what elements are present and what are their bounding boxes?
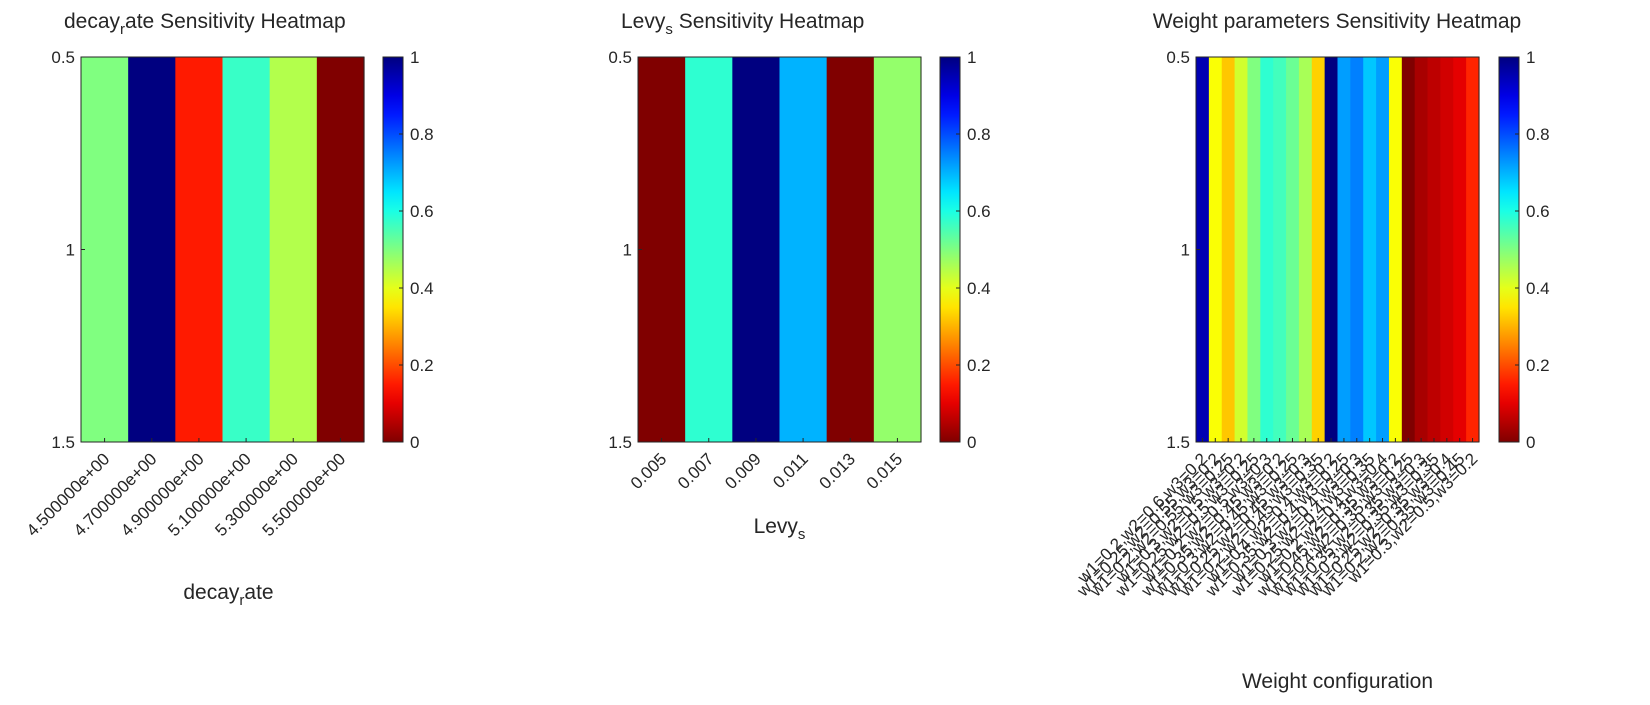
colorbar-tick-label: 0.2 [1526,356,1550,375]
colorbar-tick-label: 1 [1526,48,1535,67]
y-tick-label: 1 [1181,241,1190,260]
heatmap-cell [128,57,176,442]
colorbar-tick-label: 0.4 [1526,279,1550,298]
x-axis-label: Levys [754,515,806,543]
x-tick-label: 4.500000e+00 [23,449,114,540]
colorbar-tick-label: 0.6 [410,202,434,221]
heatmap-panel-3: Weight parameters Sensitivity Heatmap 0.5… [1073,10,1550,693]
heatmap-cell [1388,57,1403,442]
colorbar [939,56,961,443]
y-tick-label: 0.5 [608,48,632,67]
heatmap-cell [638,57,686,442]
colorbar-tick-label: 0.6 [967,202,991,221]
chart-title: Levys Sensitivity Heatmap [621,10,864,38]
colorbar-tick-label: 0.2 [967,356,991,375]
heatmap-cell [1466,57,1480,442]
y-tick-label: 0.5 [1166,48,1190,67]
heatmap-cell [222,57,271,442]
colorbar-tick-label: 1 [410,48,419,67]
heatmap-cell [1440,57,1454,442]
x-axis-label: Weight configuration [1242,670,1433,693]
heatmap-cell [732,57,781,442]
colorbar-tick-label: 1 [967,48,976,67]
colorbar-tick-label: 0 [410,433,419,452]
x-tick-label: 0.011 [769,449,812,492]
colorbar [382,56,404,443]
heatmap-cell [1401,57,1416,442]
heatmap-cell [175,57,224,442]
colorbar-tick-label: 0.8 [1526,125,1550,144]
y-tick-label: 1 [66,241,75,260]
heatmap-cell [1221,57,1236,442]
heatmap-cell [1311,57,1326,442]
y-tick-label: 1.5 [608,433,632,452]
colorbar-tick-label: 0.8 [410,125,434,144]
colorbar-tick-label: 0.4 [967,279,991,298]
heatmap-cell [685,57,733,442]
heatmap-cell [1427,57,1442,442]
x-tick-label: 4.900000e+00 [117,449,208,540]
heatmap-cell [1337,57,1351,442]
y-tick-label: 1.5 [1166,433,1190,452]
x-tick-label: 0.007 [674,449,718,493]
x-tick-label: 0.009 [721,449,765,493]
colorbar-tick-label: 0 [1526,433,1535,452]
chart-title: Weight parameters Sensitivity Heatmap [1153,10,1521,33]
heatmap-cell [1453,57,1467,442]
colorbar-tick-label: 0.6 [1526,202,1550,221]
x-tick-label: 0.005 [627,449,671,493]
colorbar-tick-label: 0.2 [410,356,434,375]
x-tick-label: 5.100000e+00 [164,449,255,540]
heatmap-cell [873,57,922,442]
heatmap-cell [1414,57,1429,442]
x-tick-label: 4.700000e+00 [70,449,161,540]
heatmap-cell [1363,57,1377,442]
heatmap-cell [1324,57,1339,442]
heatmap-panel-1: decayrate Sensitivity Heatmap 0.5 1 1.54.50… [23,10,434,609]
heatmap-cell [1208,57,1223,442]
x-tick-label: 5.300000e+00 [211,449,302,540]
heatmap-cell [1234,57,1249,442]
chart-title: decayrate Sensitivity Heatmap [64,10,346,38]
heatmap-cell [779,57,828,442]
heatmap-cell [1196,57,1210,442]
x-tick-label: 5.500000e+00 [259,449,350,540]
y-tick-label: 0.5 [51,48,75,67]
colorbar-tick-label: 0.4 [410,279,434,298]
heatmap-cell [1350,57,1364,442]
heatmap-cell [81,57,129,442]
heatmap-cell [1273,57,1287,442]
heatmap-cell [1298,57,1313,442]
y-tick-label: 1.5 [51,433,75,452]
y-tick-label: 1 [623,241,632,260]
x-tick-label: 0.015 [863,449,907,493]
heatmap-cell [269,57,318,442]
x-axis-label: decayrate [183,581,273,609]
heatmap-cell [1260,57,1274,442]
heatmap-cell [1247,57,1261,442]
heatmap-cell [1286,57,1300,442]
colorbar-tick-label: 0.8 [967,125,991,144]
colorbar [1498,56,1520,443]
x-tick-label: 0.013 [816,449,860,493]
heatmap-cell [826,57,875,442]
colorbar-tick-label: 0 [967,433,976,452]
heatmap-cell [1376,57,1390,442]
heatmap-cell [316,57,365,442]
